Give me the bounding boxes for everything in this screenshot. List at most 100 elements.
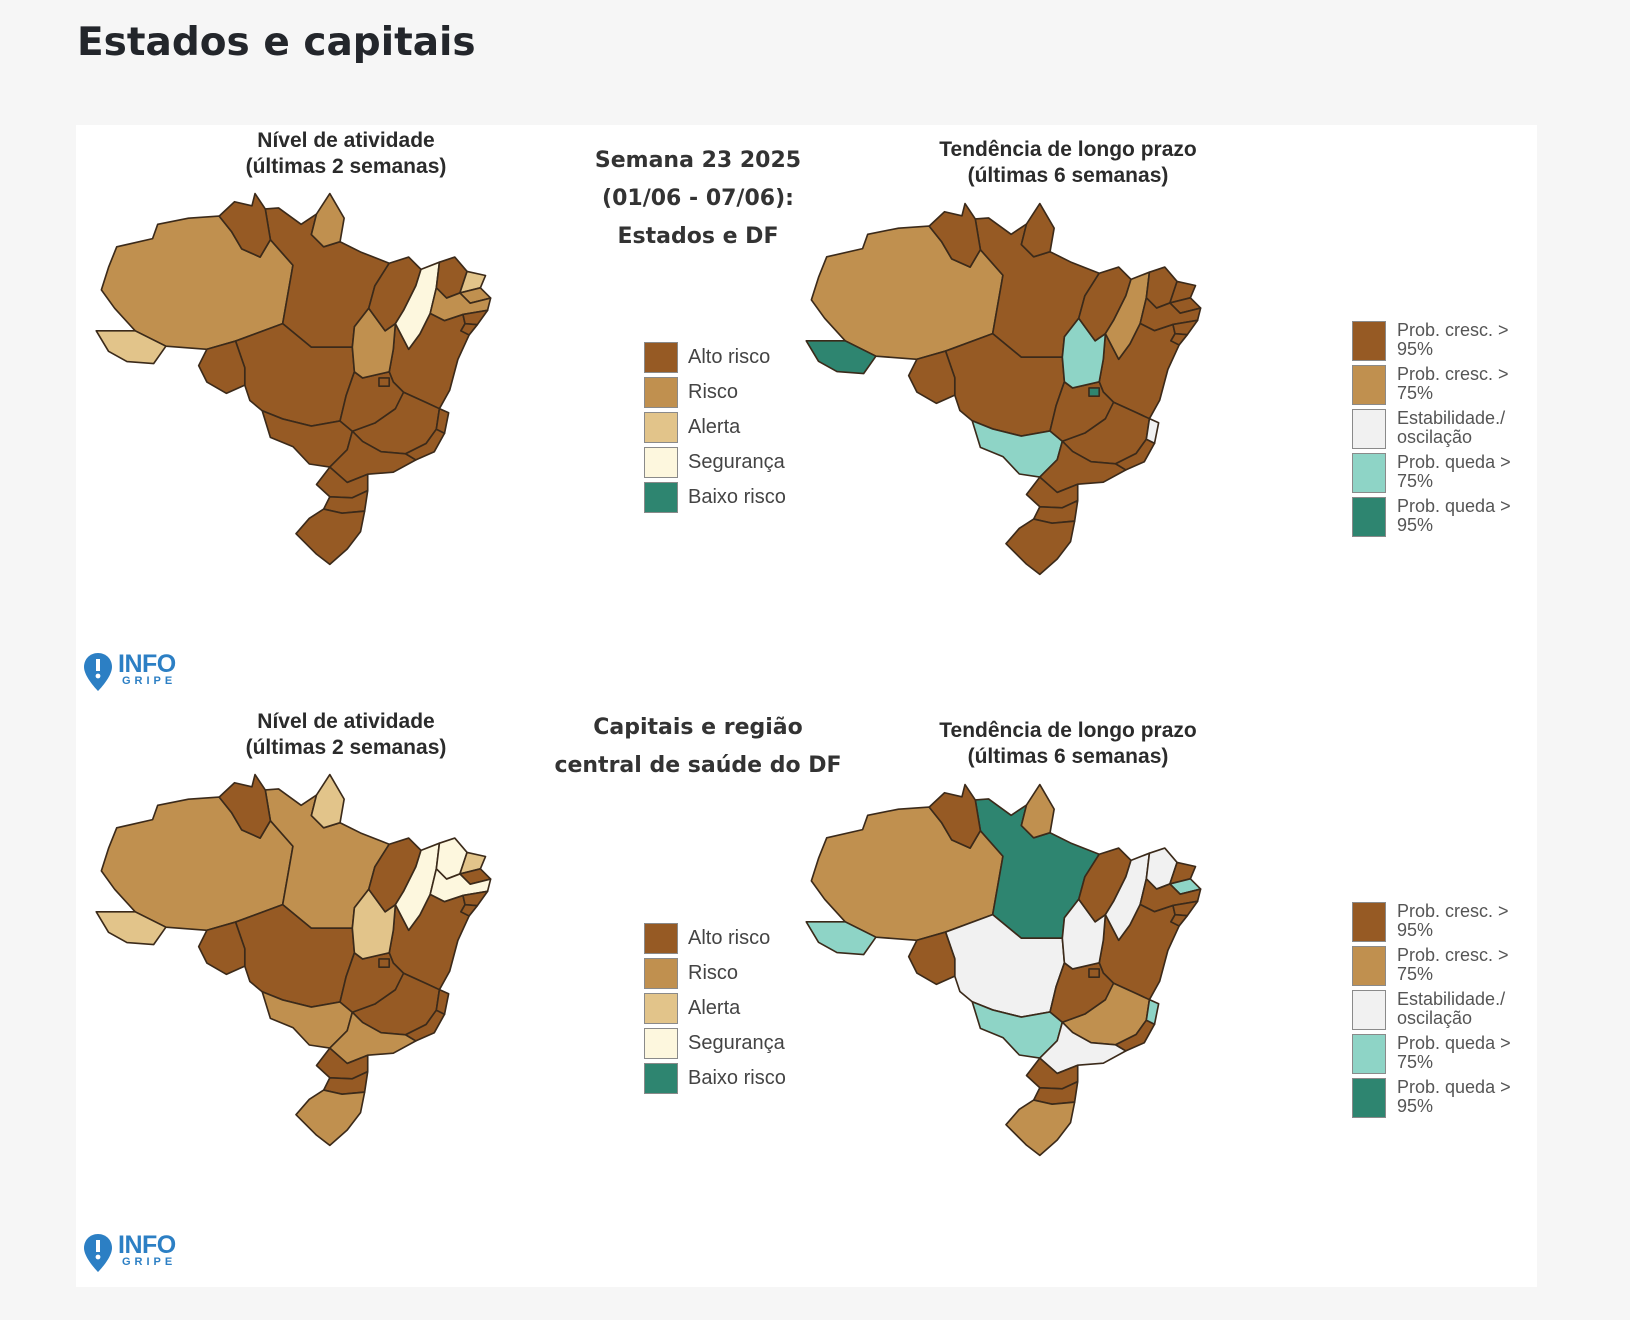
state-pe — [1139, 877, 1202, 913]
state-sp — [1038, 440, 1127, 494]
legend-label: Alto risco — [688, 927, 771, 949]
legend-swatch — [1352, 1034, 1386, 1074]
state-ac — [805, 340, 877, 375]
state-rs — [1005, 1099, 1076, 1157]
state-rr — [928, 783, 982, 849]
activity-map-title: Nível de atividade (últimas 2 semanas) — [166, 709, 526, 761]
panel-center-title-line: (01/06 - 07/06): — [602, 186, 794, 211]
legend-label: Alto risco — [688, 346, 771, 368]
panel-center-title-line: Capitais e região — [593, 715, 803, 740]
state-sp — [328, 1011, 417, 1065]
trend-map-title: Tendência de longo prazo (últimas 6 seman… — [888, 718, 1248, 770]
legend-label: Estabilidade./ oscilação — [1397, 408, 1506, 447]
legend-swatch — [644, 1063, 678, 1094]
state-df — [378, 958, 391, 968]
states-panel: Nível de atividade (últimas 2 semanas) Sem… — [76, 125, 1537, 706]
state-ap — [310, 192, 345, 248]
legend-swatch — [1352, 409, 1386, 449]
legend-swatch — [644, 958, 678, 989]
state-es — [1145, 417, 1160, 445]
state-ac — [95, 911, 167, 946]
logo-subtext: GRIPE — [122, 1256, 177, 1268]
legend-swatch — [644, 993, 678, 1024]
state-ro — [907, 350, 956, 405]
state-es — [435, 988, 450, 1016]
logo-text: INFO — [118, 650, 176, 678]
legend-swatch — [644, 342, 678, 373]
panel-center-title: Capitais e região central de saúde do DF — [528, 709, 868, 785]
activity-map-title: Nível de atividade (últimas 2 semanas) — [166, 128, 526, 180]
activity-map-title-line: (últimas 2 semanas) — [245, 736, 447, 759]
state-pe — [1139, 296, 1202, 332]
state-se — [1170, 332, 1189, 346]
logo-subtext: GRIPE — [122, 675, 177, 687]
legend-swatch — [1352, 902, 1386, 942]
legend-label: Segurança — [688, 1032, 785, 1054]
legend-label: Baixo risco — [688, 486, 786, 508]
state-ro — [907, 931, 956, 986]
legend-swatch — [1352, 453, 1386, 493]
legend-label: Prob. queda > 95% — [1397, 496, 1511, 535]
state-ro — [197, 921, 246, 976]
location-pin-icon — [84, 653, 112, 691]
state-rr — [928, 202, 982, 268]
legend-swatch — [1352, 990, 1386, 1030]
state-pe — [429, 286, 492, 322]
state-se — [460, 322, 479, 336]
logo-text: INFO — [118, 1231, 176, 1259]
state-pe — [429, 867, 492, 903]
state-es — [435, 407, 450, 435]
state-sp — [1038, 1021, 1127, 1075]
activity-map — [95, 192, 492, 566]
activity-map-title-line: Nível de atividade — [257, 710, 435, 733]
legend-label: Prob. queda > 75% — [1397, 452, 1511, 491]
capitals-panel: Nível de atividade (últimas 2 semanas) Cap… — [76, 706, 1537, 1287]
state-ap — [1020, 783, 1055, 839]
state-ro — [197, 340, 246, 395]
legend-swatch — [644, 482, 678, 513]
legend-label: Prob. queda > 95% — [1397, 1077, 1511, 1116]
panel-center-title: Semana 23 2025 (01/06 - 07/06): Estados e … — [528, 142, 868, 256]
legend-swatch — [1352, 1078, 1386, 1118]
page-title: Estados e capitais — [77, 20, 476, 65]
legend-label: Prob. cresc. > 95% — [1397, 320, 1509, 359]
state-rs — [295, 1089, 366, 1147]
legend-label: Alerta — [688, 997, 741, 1019]
state-sp — [328, 430, 417, 484]
infogripe-figure: Nível de atividade (últimas 2 semanas) Sem… — [76, 125, 1537, 1287]
state-se — [1170, 913, 1189, 927]
state-df — [1088, 968, 1101, 978]
location-pin-icon — [84, 1234, 112, 1272]
infogripe-logo: INFO GRIPE — [84, 1232, 176, 1276]
state-se — [460, 903, 479, 917]
state-ap — [310, 773, 345, 829]
state-rr — [218, 192, 272, 258]
activity-map-title-line: Nível de atividade — [257, 129, 435, 152]
infogripe-logo: INFO GRIPE — [84, 651, 176, 695]
legend-label: Alerta — [688, 416, 741, 438]
trend-map-title-line: (últimas 6 semanas) — [967, 745, 1169, 768]
legend-swatch — [1352, 365, 1386, 405]
state-rs — [1005, 518, 1076, 576]
state-rr — [218, 773, 272, 839]
trend-map — [805, 783, 1202, 1157]
panel-center-title-line: central de saúde do DF — [554, 753, 842, 778]
legend-swatch — [644, 377, 678, 408]
legend-label: Baixo risco — [688, 1067, 786, 1089]
state-ac — [805, 921, 877, 956]
legend-swatch — [1352, 946, 1386, 986]
state-rs — [295, 508, 366, 566]
state-df — [1088, 387, 1101, 397]
panel-center-title-line: Estados e DF — [617, 224, 779, 249]
legend-swatch — [644, 447, 678, 478]
legend-label: Segurança — [688, 451, 785, 473]
state-df — [378, 377, 391, 387]
panel-center-title-line: Semana 23 2025 — [594, 148, 802, 173]
activity-map — [95, 773, 492, 1147]
state-ac — [95, 330, 167, 365]
legend-label: Estabilidade./ oscilação — [1397, 989, 1506, 1028]
legend-label: Prob. cresc. > 75% — [1397, 364, 1509, 403]
legend-label: Prob. queda > 75% — [1397, 1033, 1511, 1072]
legend-swatch — [644, 412, 678, 443]
state-es — [1145, 998, 1160, 1026]
